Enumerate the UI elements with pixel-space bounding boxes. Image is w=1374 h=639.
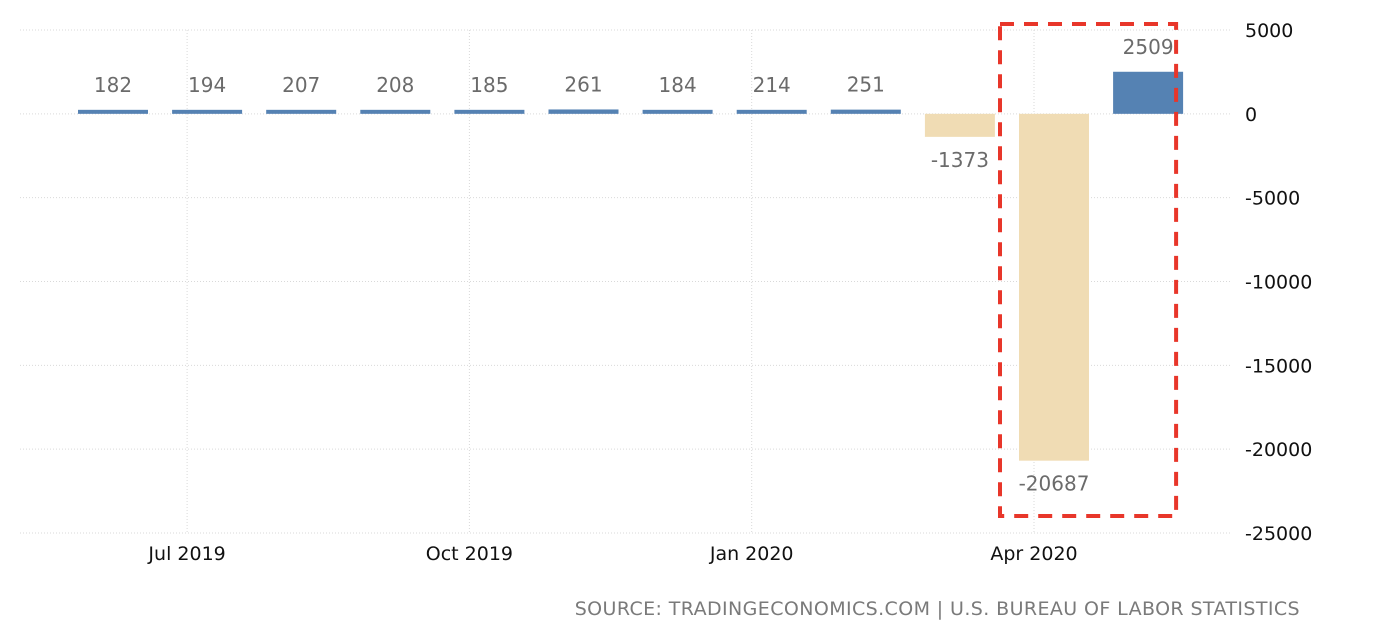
y-tick-label: -10000	[1245, 272, 1312, 294]
bar	[78, 109, 148, 114]
bar-value-label: 261	[564, 72, 602, 96]
y-tick-label: 0	[1245, 104, 1257, 126]
x-tick-label: Oct 2019	[426, 543, 513, 565]
bar-value-label: 184	[659, 73, 697, 97]
bar-value-label: 185	[470, 73, 508, 97]
bar	[360, 109, 431, 114]
y-tick-label: -25000	[1245, 523, 1312, 545]
y-tick-label: -15000	[1245, 355, 1312, 377]
x-tick-label: Jul 2019	[147, 543, 225, 565]
bar-value-label: 251	[847, 73, 885, 97]
x-tick-label: Jan 2020	[709, 543, 794, 565]
bar-value-label: 214	[753, 73, 791, 97]
bar	[548, 109, 619, 114]
bar-value-label: 182	[94, 73, 132, 97]
bar-value-label: -1373	[931, 148, 989, 172]
bar	[642, 109, 713, 114]
bar	[736, 109, 807, 114]
y-tick-label: 5000	[1245, 20, 1293, 42]
bar	[172, 109, 243, 114]
bar	[454, 109, 525, 114]
bar-value-label: 208	[376, 73, 414, 97]
bar-value-label: 207	[282, 73, 320, 97]
bar	[1019, 113, 1089, 461]
y-tick-label: -20000	[1245, 439, 1312, 461]
highlight-box	[998, 22, 1179, 518]
bar	[266, 109, 337, 114]
bar-value-label: 2509	[1123, 35, 1174, 59]
bar	[924, 113, 995, 137]
y-tick-label: -5000	[1245, 188, 1300, 210]
source-note: SOURCE: TRADINGECONOMICS.COM | U.S. BURE…	[574, 598, 1300, 620]
bar-value-label: -20687	[1019, 472, 1090, 496]
bar-value-label: 194	[188, 73, 226, 97]
x-tick-label: Apr 2020	[990, 543, 1077, 565]
bar	[830, 109, 901, 114]
bar	[1113, 71, 1184, 114]
